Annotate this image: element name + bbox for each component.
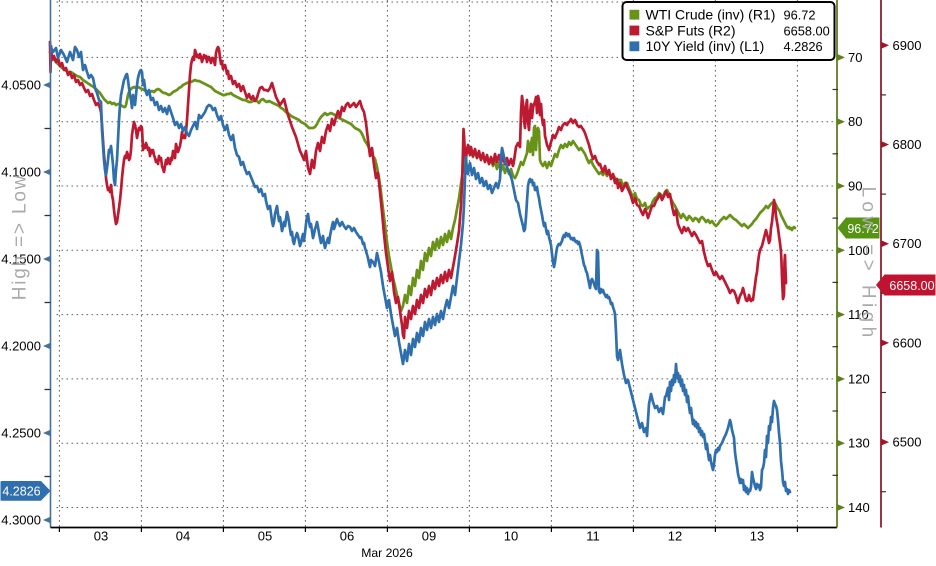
svg-text:13: 13 [750, 529, 764, 544]
svg-text:6900: 6900 [893, 38, 922, 53]
svg-text:06: 06 [340, 529, 354, 544]
svg-text:4.1000: 4.1000 [1, 165, 41, 180]
svg-text:05: 05 [258, 529, 272, 544]
svg-text:4.3000: 4.3000 [1, 513, 41, 528]
svg-text:120: 120 [848, 371, 870, 386]
svg-text:96.72: 96.72 [847, 222, 878, 236]
svg-text:100: 100 [848, 243, 870, 258]
svg-text:90: 90 [848, 179, 862, 194]
svg-text:03: 03 [94, 529, 108, 544]
svg-text:09: 09 [422, 529, 436, 544]
svg-text:4.2826: 4.2826 [784, 39, 823, 54]
svg-text:4.2000: 4.2000 [1, 339, 41, 354]
svg-text:6500: 6500 [893, 435, 922, 450]
svg-text:96.72: 96.72 [784, 8, 816, 23]
svg-text:10: 10 [504, 529, 518, 544]
svg-text:Mar 2026: Mar 2026 [361, 546, 413, 560]
svg-text:6800: 6800 [893, 137, 922, 152]
svg-text:Low => High: Low => High [858, 186, 879, 341]
svg-text:11: 11 [586, 529, 600, 544]
svg-text:130: 130 [848, 436, 870, 451]
svg-text:70: 70 [848, 50, 862, 65]
svg-text:4.2500: 4.2500 [1, 426, 41, 441]
svg-text:110: 110 [848, 307, 869, 322]
svg-text:10Y Yield (inv) (L1): 10Y Yield (inv) (L1) [646, 38, 765, 54]
svg-text:140: 140 [848, 500, 870, 515]
svg-text:12: 12 [668, 529, 682, 544]
svg-text:S&P Futs (R2): S&P Futs (R2) [646, 22, 736, 38]
svg-text:04: 04 [176, 529, 190, 544]
svg-text:6658.00: 6658.00 [889, 279, 934, 293]
svg-text:4.0500: 4.0500 [1, 78, 41, 93]
svg-text:6700: 6700 [893, 236, 922, 251]
svg-text:4.2826: 4.2826 [2, 484, 40, 498]
svg-text:6658.00: 6658.00 [784, 23, 830, 38]
svg-text:6600: 6600 [893, 335, 922, 350]
svg-text:4.1500: 4.1500 [1, 252, 41, 267]
svg-text:WTI Crude (inv) (R1): WTI Crude (inv) (R1) [646, 7, 776, 23]
svg-text:80: 80 [848, 114, 862, 129]
svg-text:High => Low: High => Low [10, 174, 31, 300]
